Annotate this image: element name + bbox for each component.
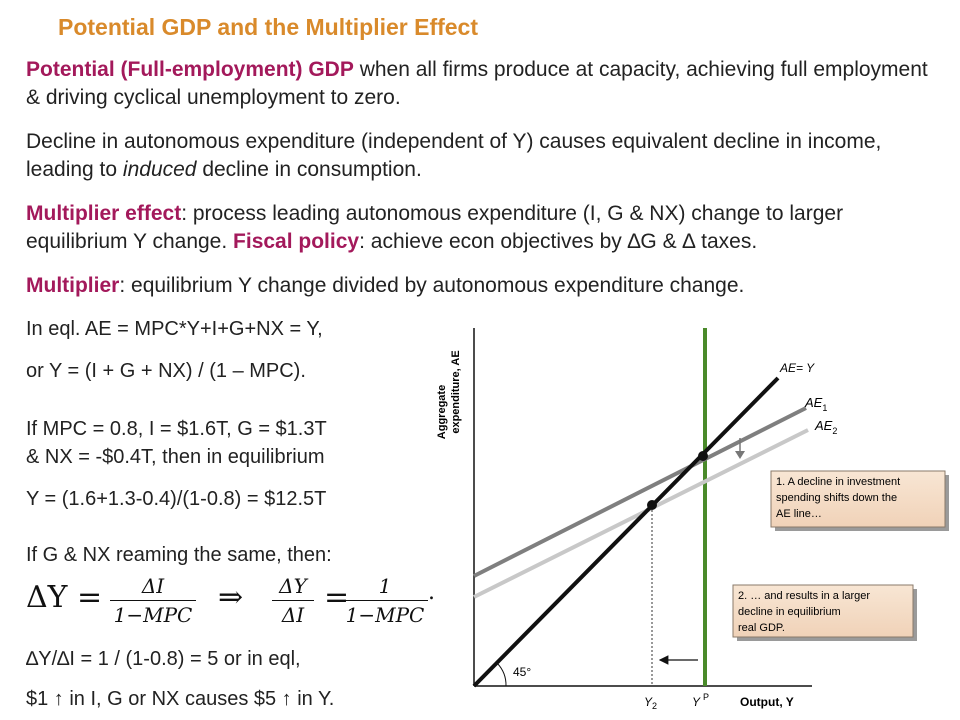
callout-2-line-3: real GDP.	[738, 622, 785, 634]
eq-f2-num: ΔY	[279, 574, 307, 598]
eq-f3-den: 1−MPC	[345, 603, 425, 627]
eq-fraction-3: 1 1−MPC	[342, 574, 428, 627]
label-ae1-text: AE	[804, 395, 823, 410]
eq-fraction-2: ΔY ΔI	[272, 574, 314, 627]
p2-text-b: decline in consumption.	[196, 158, 422, 181]
term-multiplier-effect: Multiplier effect	[26, 202, 182, 225]
term-fiscal-policy: Fiscal policy	[233, 230, 360, 253]
eq-f3-bar	[342, 600, 428, 601]
label-ae2-text: AE	[814, 418, 833, 433]
callout-2-line-1: 2. … and results in a larger	[738, 590, 870, 602]
example-result: Y = (1.6+1.3-0.4)/(1-0.8) = $12.5T	[26, 488, 327, 510]
page-title: Potential GDP and the Multiplier Effect	[58, 14, 479, 40]
potential-gdp-paragraph: Potential (Full-employment) GDP when all…	[26, 56, 936, 112]
ae2-line	[473, 428, 809, 599]
p2-text-a: Decline in autonomous expenditure (indep…	[26, 130, 882, 181]
tick-yp-sup: P	[703, 692, 709, 702]
tick-y2-text: Y	[644, 695, 653, 709]
y-axis-label-line-1: Aggregate	[436, 385, 448, 439]
multiplier-paragraph: Multiplier: equilibrium Y change divided…	[26, 272, 936, 300]
original-equilibrium-point	[698, 451, 708, 461]
multiplier-conclusion-line: $1 ↑ in I, G or NX causes $5 ↑ in Y.	[26, 688, 335, 710]
multiplier-equation: ΔY = ΔI 1−MPC ⇒ ΔY ΔI = 1 1−MPC .	[26, 566, 436, 636]
ae-equals-y-line	[472, 376, 780, 688]
p1-text: when all firms produce at capacity, achi…	[26, 58, 928, 109]
eq-f1-den: 1−MPC	[113, 603, 193, 627]
new-equilibrium-point	[647, 500, 657, 510]
shift-down-arrow-head	[735, 451, 745, 459]
term-potential-gdp: Potential (Full-employment) GDP	[26, 58, 354, 81]
eq-f1-bar	[110, 600, 196, 601]
callout-1	[770, 470, 946, 528]
label-ae2-sub: 2	[832, 426, 837, 436]
p2-emphasis: induced	[122, 158, 197, 181]
tick-y2: Y2	[644, 695, 657, 711]
callout-2-line-2: decline in equilibrium	[738, 606, 841, 618]
eq-f3-num: 1	[378, 574, 392, 598]
multiplier-effect-paragraph: Multiplier effect: process leading auton…	[26, 200, 936, 256]
label-ae1: AE1	[804, 395, 827, 413]
example-line-1: If MPC = 0.8, I = $1.6T, G = $1.3T	[26, 418, 327, 440]
callout-1-line-1: 1. A decline in investment	[776, 476, 900, 488]
equilibrium-line-1: In eql. AE = MPC*Y+I+G+NX = Y,	[26, 318, 323, 340]
example-line-2: & NX = -$0.4T, then in equilibrium	[26, 446, 325, 468]
p3-text-b: : achieve econ objectives by ∆G & ∆ taxe…	[359, 230, 758, 253]
eq-equals: =	[324, 580, 350, 615]
eq-f2-bar	[272, 600, 314, 601]
p4-text: : equilibrium Y change divided by autono…	[119, 274, 745, 297]
ae1-line	[473, 406, 807, 578]
y-axis-label-line-2: expenditure, AE	[450, 350, 462, 433]
eq-f1-num: ΔI	[141, 574, 165, 598]
tick-yp-text: Y	[692, 695, 701, 709]
label-ae-equals-y: AE= Y	[779, 361, 815, 375]
callout-2	[732, 584, 914, 638]
p3-text-a: : process leading autonomous expenditure…	[26, 202, 844, 253]
eq-lhs: ΔY =	[26, 580, 103, 615]
equilibrium-line-2: or Y = (I + G + NX) / (1 – MPC).	[26, 360, 306, 382]
angle-label: 45°	[513, 665, 531, 679]
term-multiplier: Multiplier	[26, 274, 120, 297]
callout-1-line-2: spending shifts down the	[776, 492, 897, 504]
ceteris-paribus-line: If G & NX reaming the same, then:	[26, 544, 332, 566]
multiplier-value-line: ∆Y/∆I = 1 / (1-0.8) = 5 or in eql,	[26, 648, 301, 670]
callout-1-line-3: AE line…	[776, 508, 822, 520]
eq-f2-den: ΔI	[281, 603, 305, 627]
autonomous-decline-paragraph: Decline in autonomous expenditure (indep…	[26, 128, 936, 184]
x-axis-label: Output, Y	[740, 695, 794, 709]
tick-y2-sub: 2	[652, 701, 657, 711]
angle-arc	[496, 662, 507, 687]
implies-arrow: ⇒	[218, 580, 244, 615]
label-ae2: AE2	[814, 418, 837, 436]
label-ae1-sub: 1	[822, 403, 827, 413]
eq-dot: .	[428, 580, 435, 605]
eq-fraction-1: ΔI 1−MPC	[110, 574, 196, 627]
